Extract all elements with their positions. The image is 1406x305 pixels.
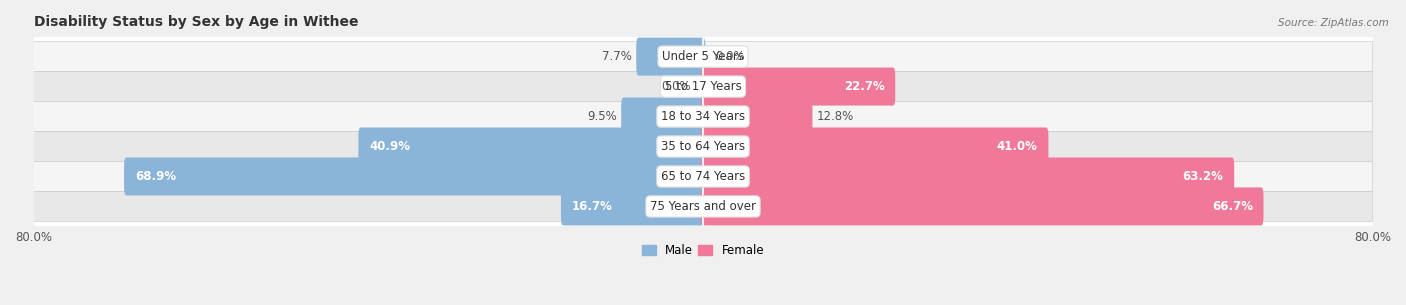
- Text: 12.8%: 12.8%: [817, 110, 853, 123]
- Text: 18 to 34 Years: 18 to 34 Years: [661, 110, 745, 123]
- Text: Under 5 Years: Under 5 Years: [662, 50, 744, 63]
- FancyBboxPatch shape: [700, 127, 1049, 166]
- Text: 9.5%: 9.5%: [588, 110, 617, 123]
- FancyBboxPatch shape: [34, 131, 1372, 161]
- Text: Source: ZipAtlas.com: Source: ZipAtlas.com: [1278, 18, 1389, 28]
- Text: 75 Years and over: 75 Years and over: [650, 200, 756, 213]
- Text: 0.0%: 0.0%: [716, 50, 745, 63]
- FancyBboxPatch shape: [700, 188, 1264, 225]
- FancyBboxPatch shape: [700, 98, 813, 135]
- FancyBboxPatch shape: [34, 161, 1372, 192]
- Text: 66.7%: 66.7%: [1212, 200, 1253, 213]
- FancyBboxPatch shape: [700, 157, 1234, 196]
- FancyBboxPatch shape: [34, 192, 1372, 221]
- Text: 35 to 64 Years: 35 to 64 Years: [661, 140, 745, 153]
- Legend: Male, Female: Male, Female: [637, 239, 769, 262]
- Text: 22.7%: 22.7%: [844, 80, 884, 93]
- FancyBboxPatch shape: [34, 72, 1372, 102]
- FancyBboxPatch shape: [621, 98, 706, 135]
- Text: 65 to 74 Years: 65 to 74 Years: [661, 170, 745, 183]
- Text: Disability Status by Sex by Age in Withee: Disability Status by Sex by Age in Withe…: [34, 15, 359, 29]
- FancyBboxPatch shape: [561, 188, 706, 225]
- Text: 0.0%: 0.0%: [661, 80, 690, 93]
- Text: 68.9%: 68.9%: [135, 170, 176, 183]
- Text: 63.2%: 63.2%: [1182, 170, 1223, 183]
- Text: 7.7%: 7.7%: [602, 50, 631, 63]
- Text: 41.0%: 41.0%: [997, 140, 1038, 153]
- FancyBboxPatch shape: [637, 38, 706, 76]
- FancyBboxPatch shape: [359, 127, 706, 166]
- Text: 5 to 17 Years: 5 to 17 Years: [665, 80, 741, 93]
- Text: 40.9%: 40.9%: [370, 140, 411, 153]
- FancyBboxPatch shape: [700, 68, 896, 106]
- FancyBboxPatch shape: [124, 157, 706, 196]
- FancyBboxPatch shape: [34, 41, 1372, 72]
- Text: 16.7%: 16.7%: [572, 200, 613, 213]
- FancyBboxPatch shape: [34, 102, 1372, 131]
